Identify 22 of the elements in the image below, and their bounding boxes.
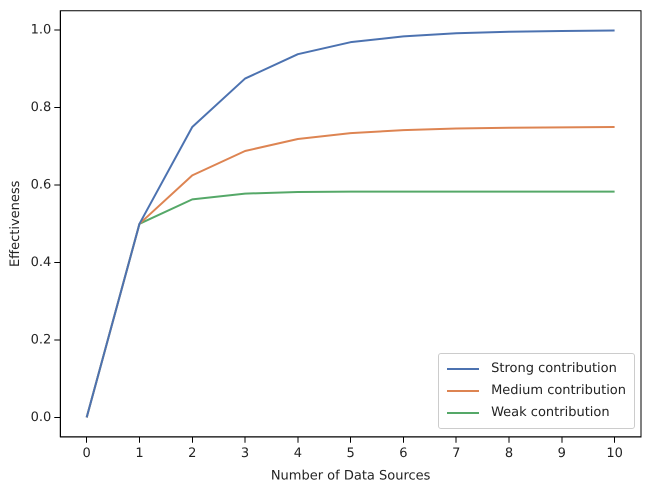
x-tick-label: 6 [399, 446, 408, 461]
x-axis-title: Number of Data Sources [270, 468, 431, 484]
y-axis-title: Effectiveness [8, 180, 24, 268]
x-tick-label: 2 [188, 446, 196, 461]
x-tick-label: 1 [135, 446, 144, 461]
x-tick-label: 10 [606, 446, 623, 461]
x-tick-label: 7 [452, 446, 460, 461]
x-tick-label: 0 [82, 446, 91, 461]
y-tick-label: 0.0 [30, 410, 52, 425]
x-tick-label: 8 [504, 446, 514, 461]
legend-label: Weak contribution [491, 405, 610, 420]
legend-label: Medium contribution [491, 383, 626, 398]
x-tick-label: 3 [240, 446, 250, 461]
legend-label: Strong contribution [491, 361, 617, 376]
x-tick-label: 5 [346, 446, 355, 461]
x-tick-label: 4 [294, 446, 302, 461]
x-tick-label: 9 [558, 446, 566, 461]
y-tick-label: 1.0 [30, 22, 52, 38]
y-tick-label: 0.4 [30, 254, 52, 270]
y-tick-label: 0.6 [30, 177, 52, 192]
y-tick-label: 0.8 [30, 100, 52, 115]
y-tick-label: 0.2 [30, 332, 52, 348]
